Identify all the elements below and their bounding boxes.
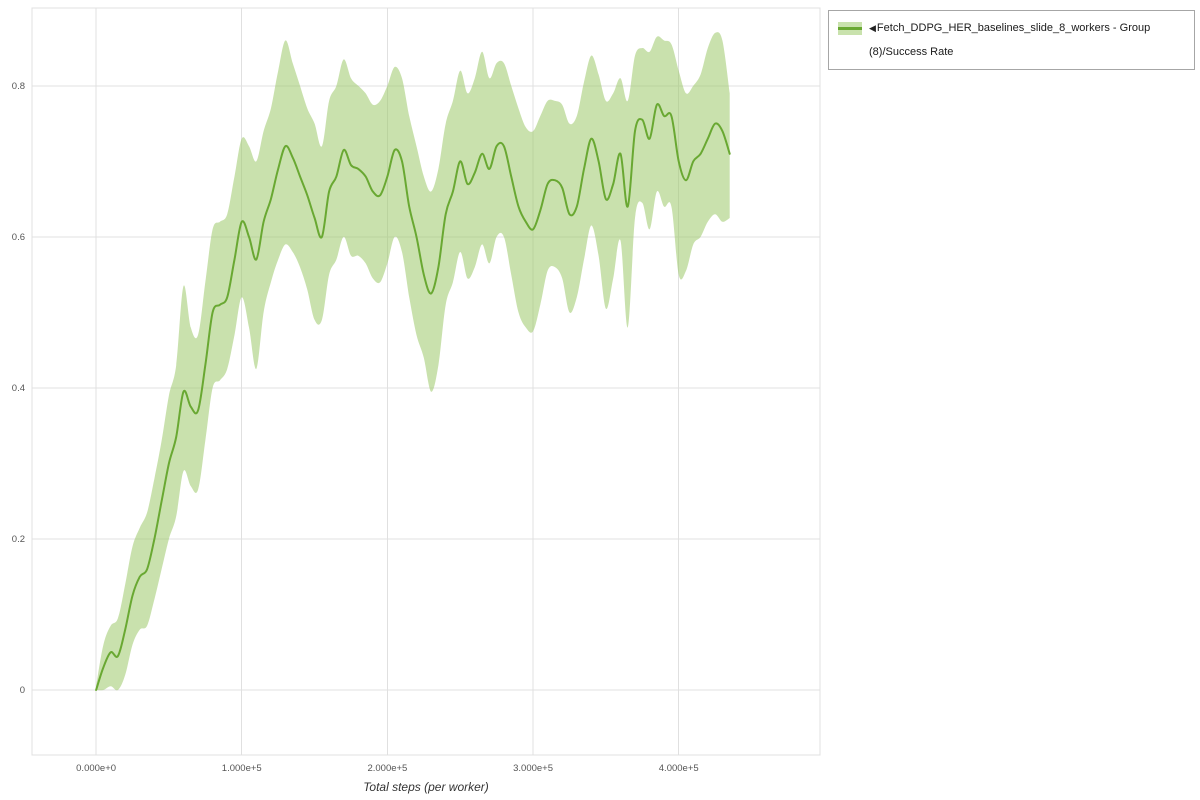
legend-series-name: Fetch_DDPG_HER_baselines_slide_8_workers…	[869, 22, 1151, 58]
y-tick-label: 0	[20, 685, 25, 696]
x-axis-label: Total steps (per worker)	[363, 780, 489, 794]
plot-border	[31, 7, 821, 756]
y-tick-label: 0.4	[12, 383, 25, 394]
x-tick-label: 4.000e+5	[659, 763, 699, 774]
y-tick-label: 0.8	[12, 81, 25, 92]
y-tick-label: 0.6	[12, 232, 25, 243]
y-tick-label: 0.2	[12, 534, 25, 545]
legend-box[interactable]: ◀Fetch_DDPG_HER_baselines_slide_8_worker…	[828, 10, 1195, 70]
x-tick-label: 2.000e+5	[367, 763, 407, 774]
collapse-arrow-icon: ◀	[869, 23, 876, 33]
legend-label: ◀Fetch_DDPG_HER_baselines_slide_8_worker…	[869, 16, 1185, 64]
series-line	[95, 103, 731, 691]
x-tick-label: 3.000e+5	[513, 763, 553, 774]
x-tick-label: 0.000e+0	[76, 763, 116, 774]
confidence-band	[96, 32, 730, 691]
legend-swatch-icon	[838, 22, 862, 35]
legend-line-icon	[838, 27, 862, 30]
x-tick-label: 1.000e+5	[222, 763, 262, 774]
